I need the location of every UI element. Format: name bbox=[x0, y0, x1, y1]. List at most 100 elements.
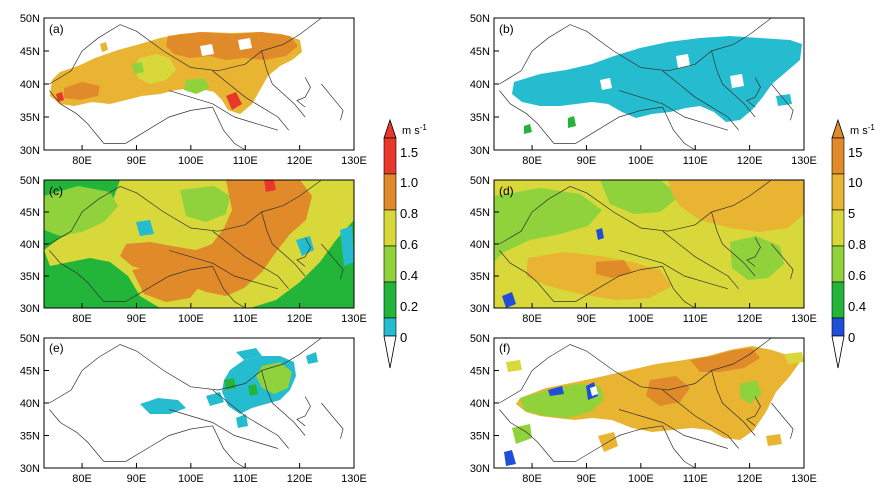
x-tick-label: 130E bbox=[791, 473, 817, 485]
x-tick-label: 90E bbox=[127, 313, 147, 325]
boundary-line bbox=[49, 179, 322, 245]
x-tick-label: 120E bbox=[287, 155, 313, 167]
y-tick-label: 45N bbox=[470, 366, 490, 378]
boundary-line bbox=[321, 83, 344, 121]
y-tick-label: 45N bbox=[20, 366, 40, 378]
boundary-line bbox=[125, 106, 213, 144]
x-tick-label: 120E bbox=[737, 155, 763, 167]
boundary-line bbox=[261, 370, 306, 436]
colorbar-left-unit-exp: -1 bbox=[420, 123, 428, 132]
boundary-line bbox=[321, 402, 344, 439]
colorbar-right-label: 0.6 bbox=[848, 268, 866, 283]
colorbar-right-label: 0.8 bbox=[848, 237, 866, 252]
boundary-line bbox=[499, 90, 555, 144]
x-tick-label: 90E bbox=[577, 313, 597, 325]
colorbar-left: m s-1 1.5 1.0 0.8 0.6 0.4 0.2 0 bbox=[383, 118, 428, 369]
x-tick-label: 110E bbox=[683, 155, 708, 167]
x-tick-label: 80E bbox=[522, 313, 542, 325]
y-tick-label: 50N bbox=[470, 13, 490, 25]
panel-f-field bbox=[504, 346, 804, 466]
y-tick-label: 40N bbox=[470, 79, 490, 91]
panel-e bbox=[43, 337, 355, 469]
x-tick-label: 130E bbox=[791, 155, 817, 167]
panel-label-a: (a) bbox=[49, 22, 64, 36]
x-tick-label: 80E bbox=[72, 155, 92, 167]
colorbar-right-label: 10 bbox=[848, 175, 862, 190]
panel-label-c: (c) bbox=[49, 184, 63, 198]
x-tick-label: 100E bbox=[178, 473, 204, 485]
colorbar-left-label: 0.6 bbox=[400, 237, 418, 252]
x-tick-label: 130E bbox=[341, 313, 367, 325]
y-tick-label: 50N bbox=[470, 333, 490, 345]
x-tick-label: 130E bbox=[341, 155, 367, 167]
boundary-line bbox=[212, 230, 289, 290]
boundary-line bbox=[575, 266, 663, 302]
x-tick-label: 120E bbox=[287, 313, 313, 325]
boundary-line bbox=[212, 425, 246, 469]
boundary-line bbox=[662, 106, 696, 151]
boundary-line bbox=[746, 77, 761, 108]
boundary-line bbox=[125, 266, 213, 302]
y-tick-label: 30N bbox=[470, 303, 490, 315]
x-tick-label: 100E bbox=[178, 313, 204, 325]
panel-label-d: (d) bbox=[499, 184, 514, 198]
y-tick-label: 35N bbox=[20, 112, 40, 124]
colorbar-left-label: 1.5 bbox=[400, 145, 418, 160]
boundary-line bbox=[49, 409, 105, 462]
boundary-line bbox=[711, 370, 756, 436]
y-tick-label: 30N bbox=[20, 463, 40, 475]
boundary-line bbox=[261, 211, 306, 277]
boundary-line bbox=[662, 70, 739, 131]
boundary-line bbox=[49, 17, 322, 85]
boundary-line bbox=[771, 83, 794, 121]
y-tick-label: 45N bbox=[20, 207, 40, 219]
y-tick-label: 45N bbox=[470, 46, 490, 58]
x-tick-label: 100E bbox=[628, 473, 654, 485]
x-tick-label: 120E bbox=[737, 313, 763, 325]
colorbar-left-label: 1.0 bbox=[400, 175, 418, 190]
panel-a-field bbox=[50, 32, 302, 114]
y-tick-label: 35N bbox=[470, 112, 490, 124]
y-tick-label: 35N bbox=[470, 431, 490, 443]
boundary-line bbox=[662, 389, 739, 449]
boundary-line bbox=[711, 211, 756, 277]
x-tick-label: 90E bbox=[577, 473, 597, 485]
y-tick-label: 30N bbox=[20, 145, 40, 157]
boundary-line bbox=[746, 237, 761, 267]
boundary-line bbox=[296, 77, 311, 108]
colorbar-right-top-arrow bbox=[831, 118, 845, 139]
x-tick-label: 80E bbox=[72, 473, 92, 485]
panel-label-f: (f) bbox=[499, 341, 510, 355]
colorbar-left-label: 0 bbox=[400, 330, 407, 345]
boundary-line bbox=[499, 17, 772, 85]
panel-e-field bbox=[140, 348, 318, 428]
panel-label-b: (b) bbox=[499, 22, 514, 36]
x-tick-label: 90E bbox=[577, 155, 597, 167]
x-tick-label: 100E bbox=[628, 313, 654, 325]
boundary-line bbox=[212, 389, 289, 449]
colorbar-right-unit-exp: -1 bbox=[868, 123, 876, 132]
panel-c-field bbox=[44, 180, 354, 308]
x-tick-label: 110E bbox=[683, 313, 708, 325]
boundary-line bbox=[499, 179, 772, 245]
y-tick-label: 45N bbox=[20, 46, 40, 58]
boundary-line bbox=[711, 50, 756, 118]
panel-b-field bbox=[512, 36, 802, 134]
y-tick-label: 50N bbox=[20, 175, 40, 187]
axis-ticks: 80E 90E 100E 110E 120E 130E 50N 45N 40N 35N 30N 80E… bbox=[20, 13, 817, 485]
boundary-line bbox=[499, 409, 555, 462]
colorbar-left-bottom-arrow bbox=[383, 335, 397, 369]
x-tick-label: 80E bbox=[522, 473, 542, 485]
y-tick-label: 35N bbox=[20, 271, 40, 283]
y-tick-label: 40N bbox=[20, 79, 40, 91]
panel-labels: (a) (b) (c) (d) (e) (f) bbox=[49, 22, 514, 355]
y-tick-label: 50N bbox=[470, 175, 490, 187]
colorbar-left-unit: m s bbox=[402, 125, 420, 137]
x-tick-label: 110E bbox=[233, 313, 258, 325]
panel-c bbox=[43, 179, 355, 309]
x-tick-label: 80E bbox=[72, 313, 92, 325]
boundary-line bbox=[168, 409, 279, 449]
x-tick-label: 110E bbox=[233, 155, 258, 167]
boundary-line bbox=[212, 266, 246, 309]
boundary-line bbox=[618, 409, 729, 449]
